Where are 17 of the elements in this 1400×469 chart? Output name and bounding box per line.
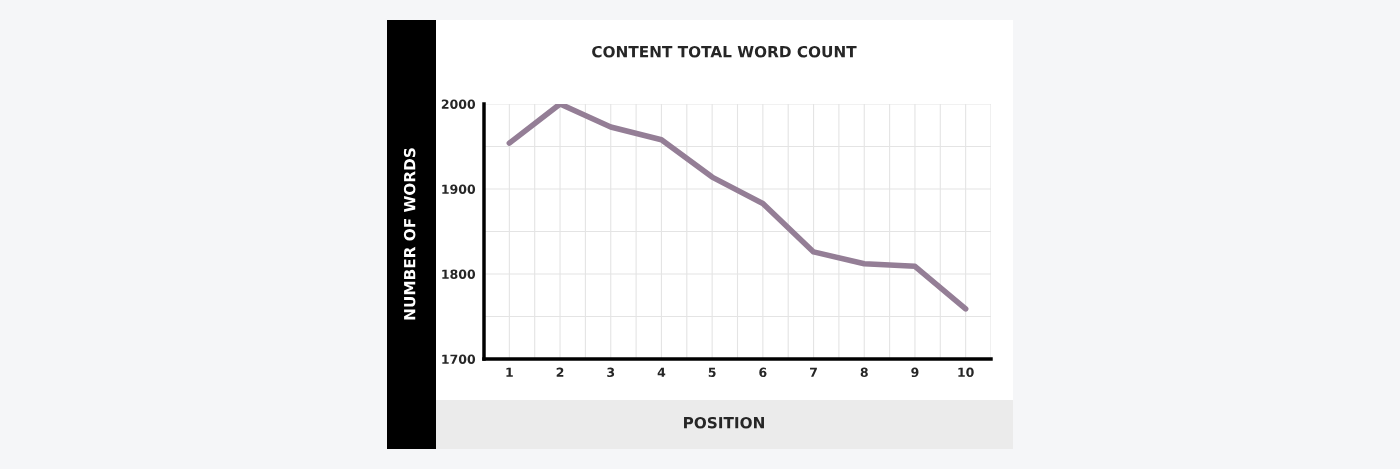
y-tick-label: 1800: [442, 269, 476, 279]
y-axis-title: NUMBER OF WORDS: [403, 148, 416, 320]
chart-title: CONTENT TOTAL WORD COUNT: [592, 45, 857, 58]
y-tick-label: 1700: [442, 354, 476, 364]
x-tick-label: 2: [556, 367, 564, 377]
x-tick-label: 8: [860, 367, 868, 378]
x-tick-label: 9: [911, 367, 919, 378]
y-tick-label: 1900: [442, 184, 476, 194]
x-tick-label: 10: [958, 367, 974, 378]
x-tick-label: 5: [708, 367, 716, 378]
x-tick-label: 3: [607, 367, 615, 378]
y-tick-label: 2000: [441, 99, 476, 109]
x-tick-label: 1: [506, 367, 513, 377]
x-tick-label: 4: [657, 367, 666, 377]
x-axis-title: POSITION: [684, 416, 764, 429]
x-tick-label: 7: [810, 367, 817, 377]
x-tick-label: 6: [759, 367, 767, 378]
